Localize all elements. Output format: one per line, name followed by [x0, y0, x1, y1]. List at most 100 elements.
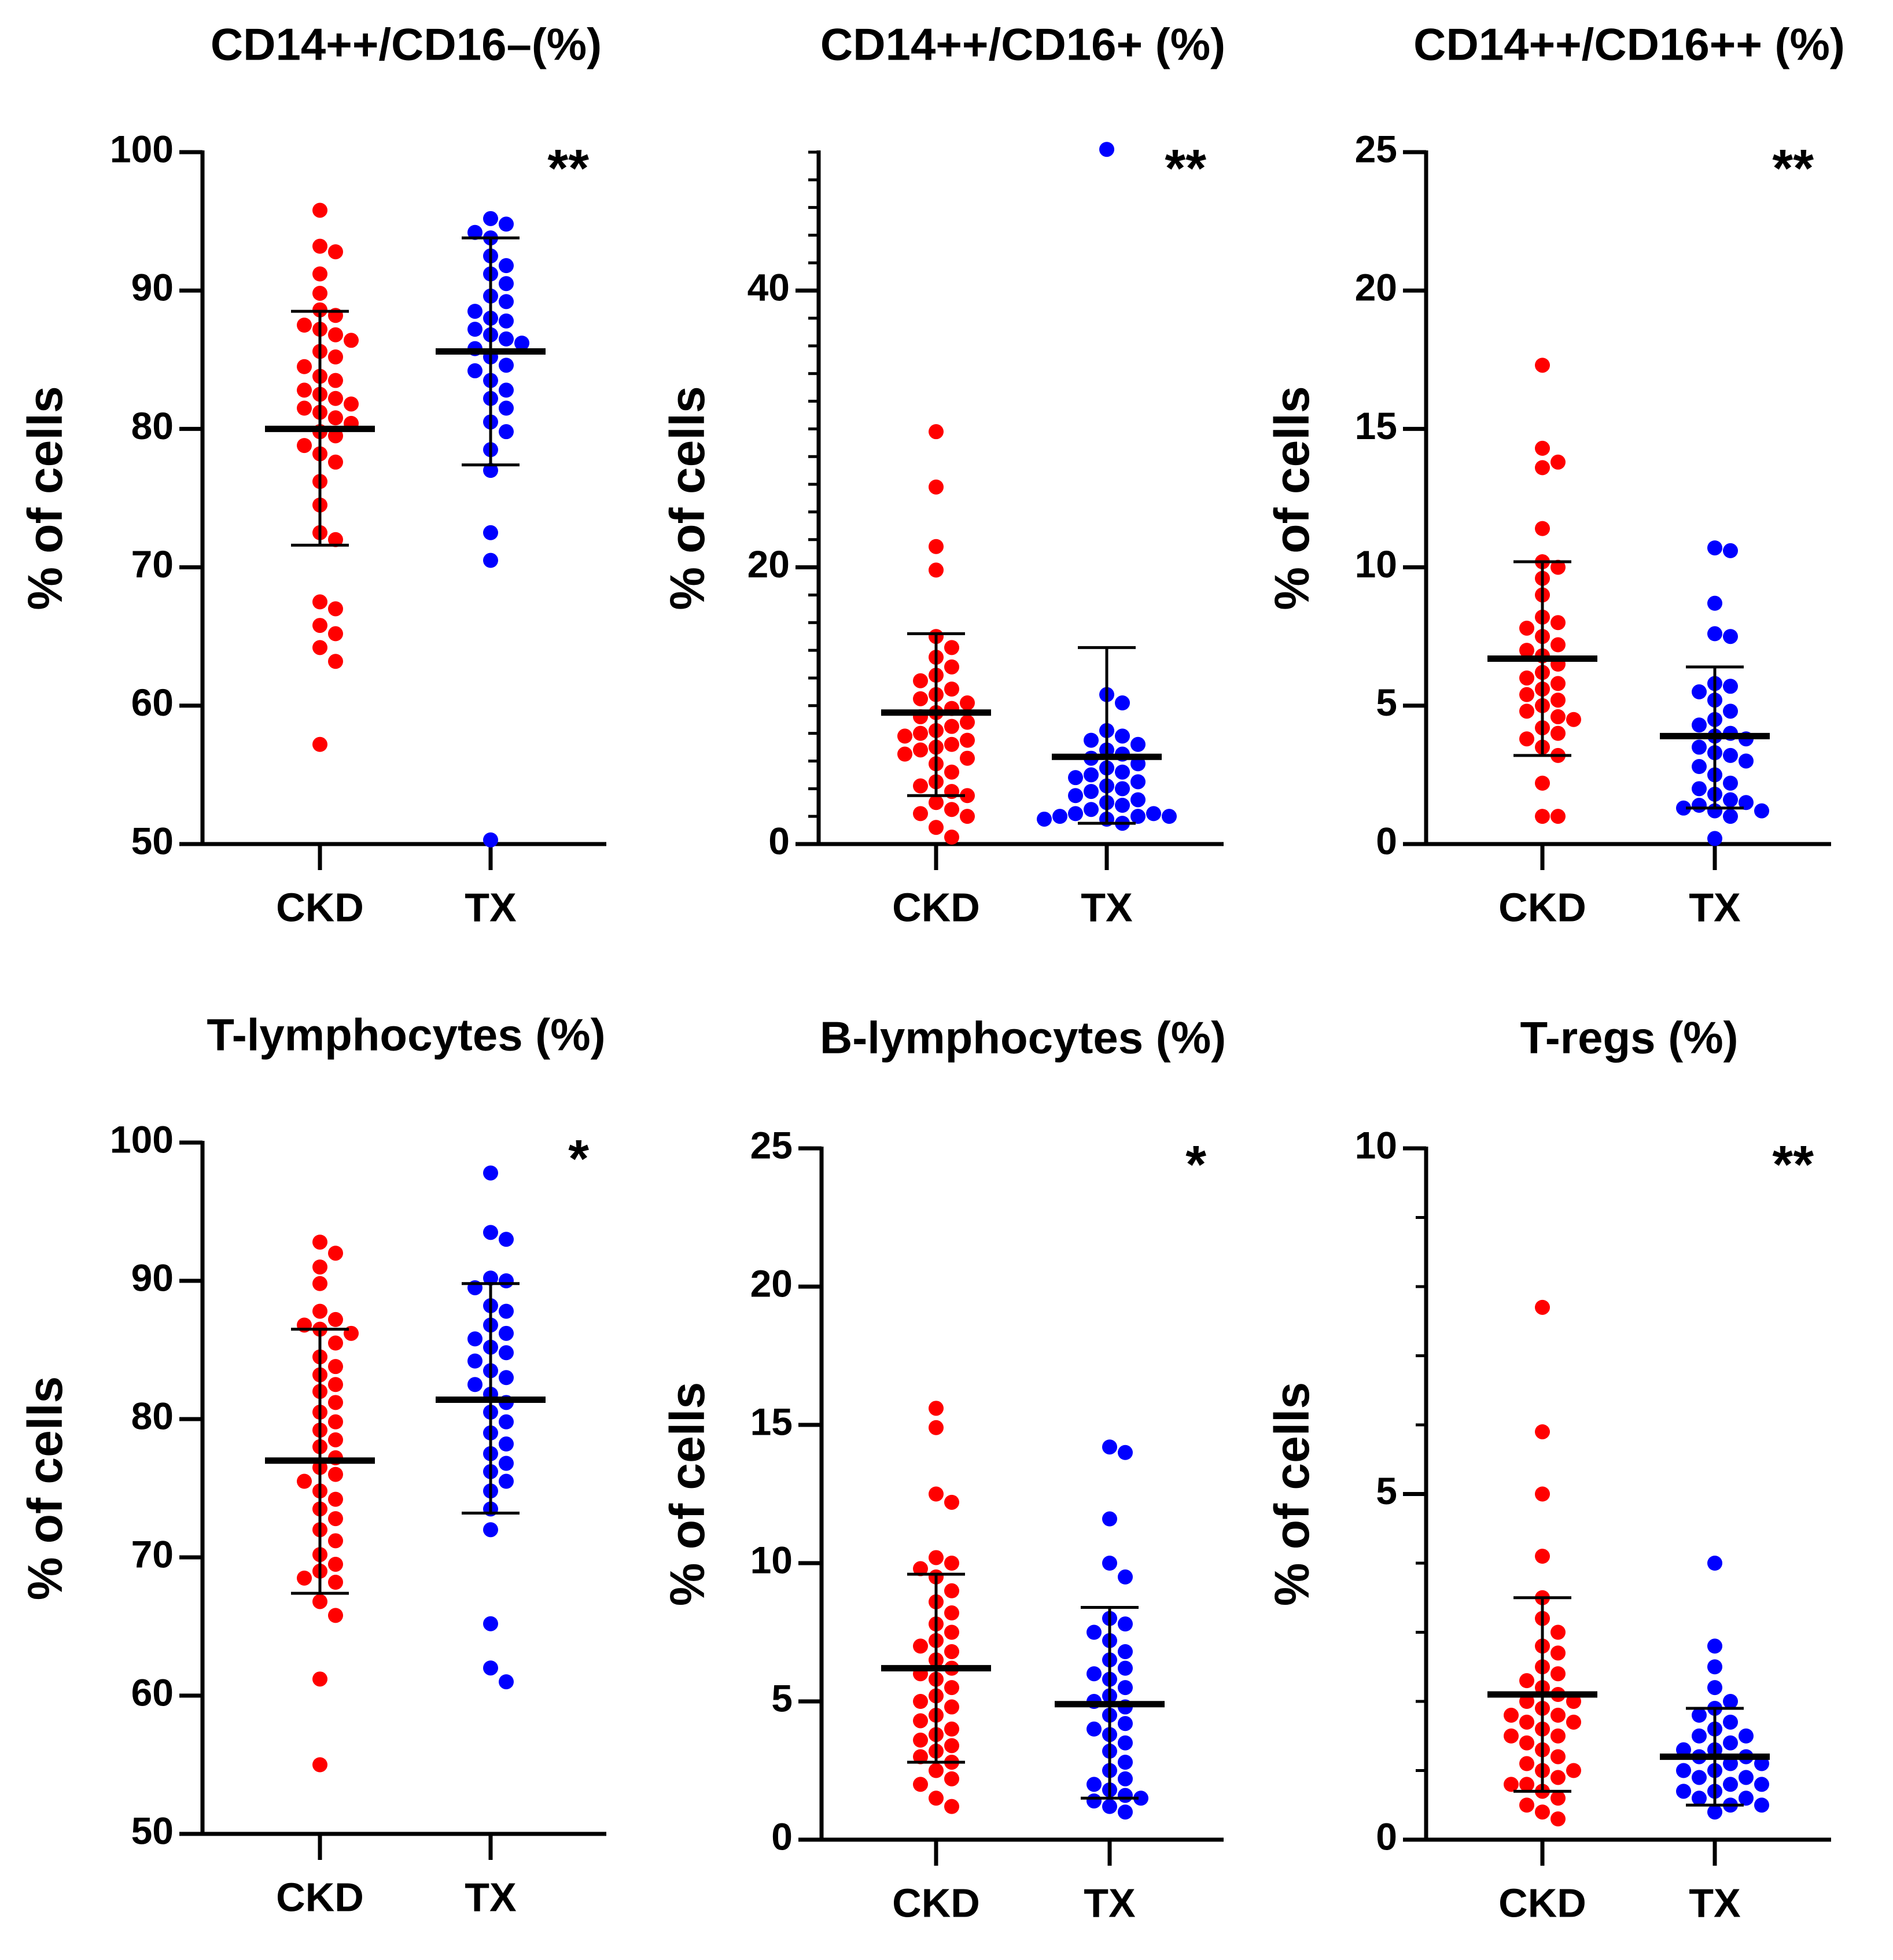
chart-title: T-regs (%)	[1520, 1012, 1738, 1063]
data-point	[297, 400, 312, 416]
data-point	[312, 1276, 327, 1291]
x-tick-label: CKD	[1498, 1880, 1586, 1925]
data-point	[1723, 809, 1738, 824]
data-point	[483, 1660, 498, 1676]
data-point	[328, 1377, 343, 1392]
series-ckd	[881, 424, 991, 845]
data-point	[499, 331, 514, 347]
x-tick-label: CKD	[1498, 885, 1586, 930]
data-point	[1068, 770, 1083, 786]
data-point	[499, 1345, 514, 1361]
chart-panel-3: CD14++/CD16++ (%) % of cells 0 5 10 15 20 25 CKD…	[1265, 19, 1845, 930]
data-point	[312, 285, 327, 301]
data-point	[1723, 747, 1738, 763]
data-point	[328, 1335, 343, 1351]
data-point	[312, 202, 327, 218]
data-point	[1115, 728, 1130, 744]
data-point	[297, 1570, 312, 1586]
data-point	[1739, 753, 1754, 769]
data-point	[944, 802, 959, 817]
data-point	[499, 1273, 514, 1288]
data-point	[1115, 764, 1130, 780]
data-point	[1118, 1755, 1133, 1770]
data-point	[960, 788, 975, 804]
data-point	[1551, 1707, 1566, 1723]
data-point	[1551, 725, 1566, 741]
data-point	[499, 424, 514, 440]
data-point	[328, 626, 343, 642]
chart-panel-4: T-lymphocytes (%) % of cells 50 60 70 80 90 100…	[18, 1010, 606, 1920]
data-point	[328, 1556, 343, 1572]
data-point	[1692, 1707, 1707, 1723]
data-point	[913, 1694, 928, 1709]
data-point	[1133, 1790, 1148, 1806]
data-point	[1723, 629, 1738, 644]
data-point	[913, 1749, 928, 1764]
data-point	[312, 640, 327, 655]
data-point	[1535, 440, 1550, 456]
data-point	[1754, 1797, 1769, 1813]
data-point	[944, 659, 959, 675]
data-point	[1130, 792, 1146, 808]
data-point	[1723, 1714, 1738, 1730]
y-axis-label: % of cells	[660, 386, 715, 610]
data-point	[1519, 620, 1534, 636]
data-point	[1692, 759, 1707, 775]
chart-panel-6: T-regs (%) % of cells 0 5 10 CKD TX **	[1265, 1012, 1831, 1925]
data-point	[1551, 1790, 1566, 1806]
data-point	[1692, 1728, 1707, 1744]
data-point	[483, 1165, 498, 1181]
data-point	[913, 673, 928, 688]
data-point	[1551, 676, 1566, 691]
data-point	[913, 1732, 928, 1748]
data-point	[483, 832, 498, 848]
data-point	[1551, 1645, 1566, 1661]
data-point	[1130, 736, 1146, 752]
data-point	[1707, 540, 1722, 556]
data-point	[328, 1414, 343, 1430]
data-point	[1551, 1811, 1566, 1827]
data-point	[1519, 1777, 1534, 1792]
data-point	[1551, 1728, 1566, 1744]
series-ckd	[265, 1235, 375, 1773]
chart-panel-2: CD14++/CD16+ (%) % of cells 0 20 40 CKD TX **	[660, 19, 1225, 930]
data-point	[1692, 1790, 1707, 1806]
data-point	[944, 1771, 959, 1786]
data-point	[1535, 358, 1550, 373]
data-point	[1519, 643, 1534, 658]
x-tick-label: TX	[1084, 1880, 1136, 1925]
data-point	[944, 1624, 959, 1640]
data-point	[1723, 703, 1738, 719]
data-point	[1739, 795, 1754, 810]
data-point	[1566, 712, 1581, 727]
data-point	[1551, 1749, 1566, 1764]
data-point	[1707, 1680, 1722, 1696]
data-point	[1692, 684, 1707, 699]
data-point	[1707, 831, 1722, 846]
x-tick-label: CKD	[892, 1880, 980, 1925]
chart-title: CD14++/CD16–(%)	[211, 19, 602, 70]
y-tick-label: 10	[1355, 543, 1397, 585]
series-tx	[1660, 1556, 1770, 1820]
y-tick-label: 60	[131, 1671, 174, 1714]
data-point	[1754, 1777, 1769, 1792]
x-tick-label: CKD	[276, 885, 364, 930]
data-point	[913, 725, 928, 741]
x-tick-label: TX	[1689, 1880, 1741, 1925]
data-point	[1118, 1569, 1133, 1585]
chart-panel-5: B-lymphocytes (%) % of cells 0 5 10 15 20 25 CKD…	[660, 1012, 1226, 1926]
chart-title: CD14++/CD16+ (%)	[820, 19, 1225, 70]
data-point	[1551, 1666, 1566, 1682]
data-point	[483, 525, 498, 540]
data-point	[1504, 1777, 1519, 1792]
y-tick-label: 10	[1355, 1123, 1397, 1166]
data-point	[328, 1395, 343, 1410]
y-axis-label: % of cells	[1265, 386, 1319, 610]
data-point	[929, 1790, 944, 1806]
y-tick-label: 20	[747, 543, 790, 585]
data-point	[514, 336, 529, 351]
data-point	[499, 216, 514, 232]
data-point	[1102, 1511, 1117, 1527]
data-point	[944, 764, 959, 780]
